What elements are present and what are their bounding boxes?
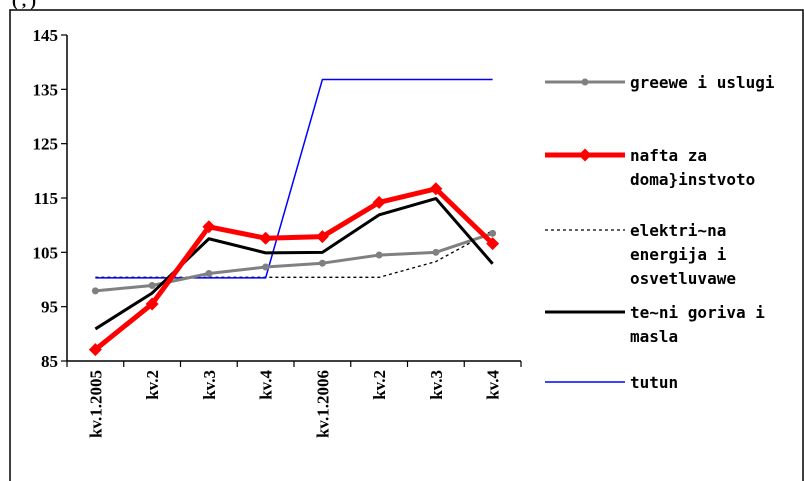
y-tick-label-115: 115 bbox=[33, 189, 58, 208]
series-point-greewe-i-uslugi-5 bbox=[375, 251, 383, 259]
legend-label-2-2: osvetluvawe bbox=[630, 269, 736, 288]
series-point-nafta-za-doma-instvoto-1 bbox=[145, 297, 159, 311]
legend: greewe i uslugi nafta za doma}instvoto elek… bbox=[545, 73, 775, 392]
series-line-nafta-za-doma-instvoto bbox=[93, 186, 495, 352]
legend-label-1-0: nafta za bbox=[630, 146, 707, 165]
plot-area bbox=[88, 78, 500, 357]
legend-marker-nafta-za-doma-instvoto bbox=[578, 148, 592, 162]
chart-border bbox=[9, 9, 804, 481]
series-point-nafta-za-doma-instvoto-6 bbox=[429, 182, 443, 196]
series-line-tutun bbox=[95, 78, 493, 279]
x-tick-label-3: kv.4 bbox=[257, 370, 276, 400]
x-tick-label-1: kv.2 bbox=[143, 370, 162, 400]
series-point-greewe-i-uslugi-2 bbox=[205, 270, 213, 278]
series-point-nafta-za-doma-instvoto-2 bbox=[202, 220, 216, 234]
series-point-nafta-za-doma-instvoto-3 bbox=[259, 231, 273, 245]
y-tick-label-125: 125 bbox=[33, 135, 59, 154]
series-point-greewe-i-uslugi-6 bbox=[432, 248, 440, 256]
x-tick-label-0: kv.1.2005 bbox=[86, 370, 105, 438]
x-tick-label-7: kv.4 bbox=[484, 370, 503, 400]
series-line-te-ni-goriva-i-masla bbox=[94, 197, 494, 331]
legend-label-2-0: elektri~na bbox=[630, 221, 726, 240]
legend-label-3-1: masla bbox=[630, 327, 678, 346]
y-tick-label-145: 145 bbox=[33, 26, 59, 45]
y-tick-label-85: 85 bbox=[41, 352, 58, 371]
legend-label-4-0: tutun bbox=[630, 373, 678, 392]
y-tick-label-105: 105 bbox=[33, 243, 59, 262]
y-ticks: 85 95 105 115 125 135 145 bbox=[33, 26, 67, 371]
x-tick-label-5: kv.2 bbox=[370, 370, 389, 400]
y-tick-label-95: 95 bbox=[41, 298, 58, 317]
legend-label-0-0: greewe i uslugi bbox=[630, 73, 775, 92]
series-point-nafta-za-doma-instvoto-0 bbox=[88, 343, 102, 357]
y-tick-label-135: 135 bbox=[33, 80, 59, 99]
series-point-nafta-za-doma-instvoto-5 bbox=[372, 195, 386, 209]
top-caption-fragment: ( , ) bbox=[12, 0, 36, 10]
x-tick-label-4: kv.1.2006 bbox=[313, 370, 332, 438]
series-point-nafta-za-doma-instvoto-4 bbox=[315, 230, 329, 244]
series-point-greewe-i-uslugi-4 bbox=[318, 259, 326, 267]
series-point-greewe-i-uslugi-1 bbox=[148, 281, 156, 289]
x-tick-label-6: kv.3 bbox=[427, 370, 446, 400]
series-point-nafta-za-doma-instvoto-7 bbox=[486, 237, 500, 251]
legend-marker-greewe-i-uslugi bbox=[581, 78, 589, 86]
x-ticks: kv.1.2005 kv.2 kv.3 kv.4 kv.1.2006 kv.2 kv.3 kv… bbox=[66, 361, 522, 438]
legend-label-3-0: te~ni goriva i bbox=[630, 303, 765, 322]
series-point-greewe-i-uslugi-3 bbox=[262, 263, 270, 271]
series-point-greewe-i-uslugi-7 bbox=[489, 229, 497, 237]
series-point-greewe-i-uslugi-0 bbox=[91, 287, 99, 295]
legend-label-2-1: energija i bbox=[630, 245, 727, 264]
x-tick-label-2: kv.3 bbox=[200, 370, 219, 400]
legend-label-1-1: doma}instvoto bbox=[630, 170, 755, 189]
